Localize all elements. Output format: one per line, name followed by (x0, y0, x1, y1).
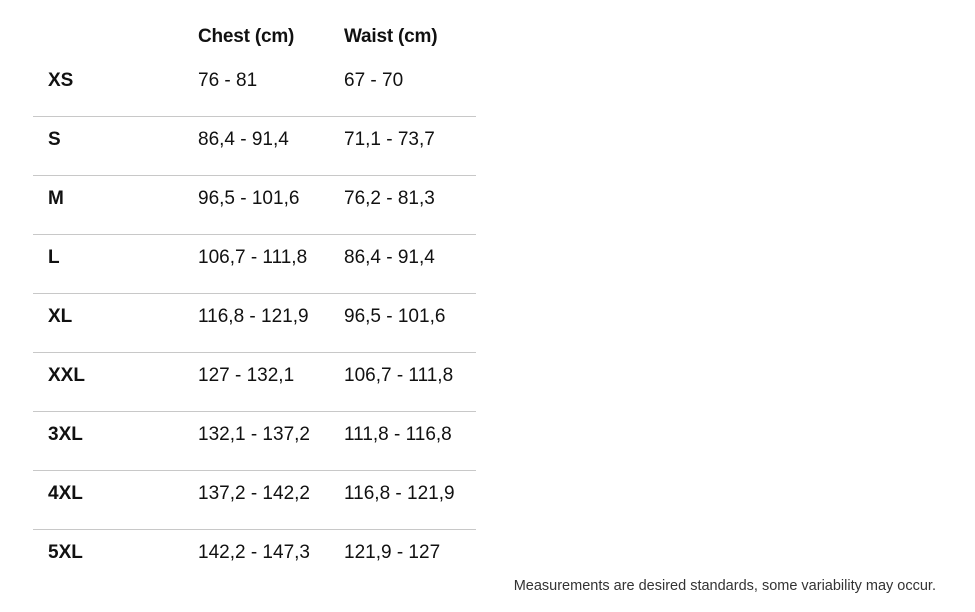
waist-value: 71,1 - 73,7 (344, 129, 435, 150)
chest-value: 76 - 81 (198, 70, 258, 91)
size-label: 4XL (48, 483, 83, 504)
table-row: S 86,4 - 91,4 71,1 - 73,7 (33, 117, 476, 176)
header-chest: Chest (cm) (198, 26, 295, 47)
size-label: XXL (48, 365, 85, 386)
chest-value: 137,2 - 142,2 (198, 483, 310, 504)
waist-value: 116,8 - 121,9 (344, 483, 455, 504)
chest-value: 106,7 - 111,8 (198, 247, 308, 268)
table-row: 5XL 142,2 - 147,3 121,9 - 127 (33, 530, 476, 588)
chest-value: 132,1 - 137,2 (198, 424, 310, 445)
table-row: M 96,5 - 101,6 76,2 - 81,3 (33, 176, 476, 235)
waist-value: 86,4 - 91,4 (344, 247, 435, 268)
table-row: XXL 127 - 132,1 106,7 - 111,8 (33, 353, 476, 412)
size-chart-table: Chest (cm) Waist (cm) XS 76 - 81 67 - 70… (33, 0, 476, 588)
size-label: XL (48, 306, 73, 327)
waist-value: 96,5 - 101,6 (344, 306, 446, 327)
chest-value: 96,5 - 101,6 (198, 188, 300, 209)
size-label: 5XL (48, 542, 83, 563)
table-row: 3XL 132,1 - 137,2 111,8 - 116,8 (33, 412, 476, 471)
waist-value: 67 - 70 (344, 70, 404, 91)
table-row: 4XL 137,2 - 142,2 116,8 - 121,9 (33, 471, 476, 530)
measurement-footnote: Measurements are desired standards, some… (513, 578, 936, 594)
chest-value: 127 - 132,1 (198, 365, 295, 386)
size-label: M (48, 188, 64, 209)
chest-value: 142,2 - 147,3 (198, 542, 310, 563)
table-row: XL 116,8 - 121,9 96,5 - 101,6 (33, 294, 476, 353)
size-label: 3XL (48, 424, 83, 445)
chest-value: 116,8 - 121,9 (198, 306, 309, 327)
waist-value: 76,2 - 81,3 (344, 188, 435, 209)
waist-value: 121,9 - 127 (344, 542, 441, 563)
size-label: L (48, 247, 60, 268)
size-label: XS (48, 70, 74, 91)
table-row: XS 76 - 81 67 - 70 (33, 58, 476, 117)
header-waist: Waist (cm) (344, 26, 438, 47)
table-row: L 106,7 - 111,8 86,4 - 91,4 (33, 235, 476, 294)
chest-value: 86,4 - 91,4 (198, 129, 289, 150)
waist-value: 111,8 - 116,8 (344, 424, 452, 445)
size-label: S (48, 129, 61, 150)
table-header-row: Chest (cm) Waist (cm) (33, 0, 476, 58)
waist-value: 106,7 - 111,8 (344, 365, 454, 386)
